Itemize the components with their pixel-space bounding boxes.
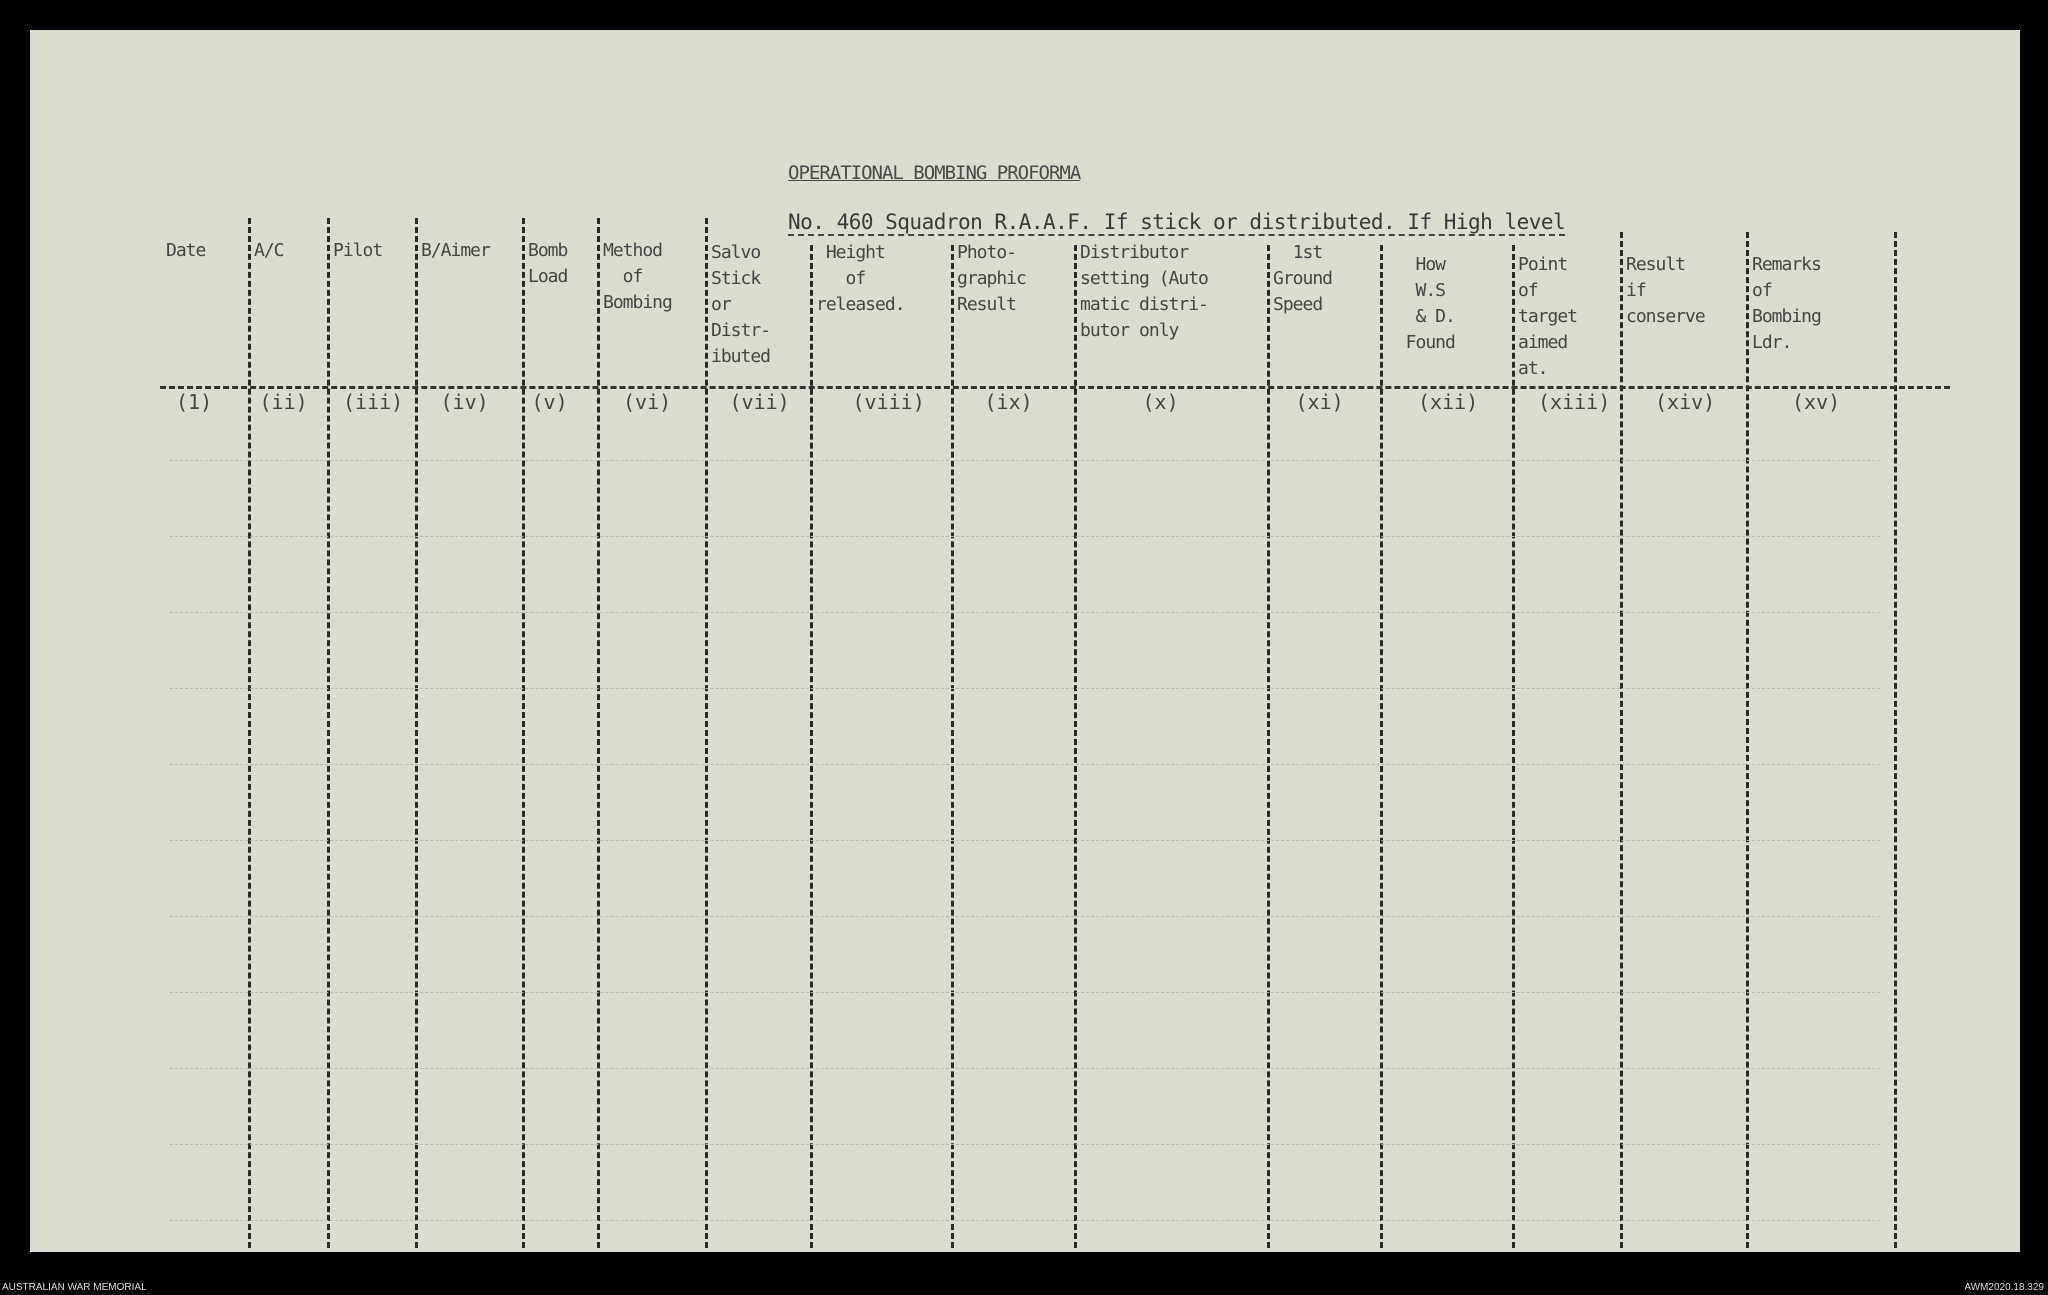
row-guide [170, 992, 1880, 993]
column-numeral: (iii) [343, 390, 404, 414]
column-divider [1380, 245, 1383, 1248]
column-header: Pilot [333, 240, 383, 261]
row-guide [170, 536, 1880, 537]
row-guide [170, 460, 1880, 461]
column-numeral: (xii) [1418, 390, 1479, 414]
header-rule [160, 386, 1950, 389]
column-header: Bomb Load [528, 240, 568, 287]
column-numeral: (xiv) [1655, 390, 1716, 414]
document-subtitle: No. 460 Squadron R.A.A.F. If stick or di… [788, 210, 1566, 236]
footer-accession: AWM2020.18.329 [1964, 1282, 2044, 1293]
column-numeral: (1) [176, 390, 213, 414]
column-header: Salvo Stick or Distr- ibuted [711, 242, 771, 367]
column-divider [705, 218, 708, 1248]
column-divider [810, 245, 813, 1248]
column-divider [415, 218, 418, 1248]
column-numeral: (ii) [259, 390, 308, 414]
column-divider [1267, 245, 1270, 1248]
column-numeral: (xi) [1295, 390, 1344, 414]
column-divider [1620, 232, 1623, 1248]
column-header: Remarks of Bombing Ldr. [1752, 254, 1822, 353]
row-guide [170, 688, 1880, 689]
column-numeral: (vii) [729, 390, 790, 414]
footer-credit: AUSTRALIAN WAR MEMORIAL [2, 1282, 147, 1293]
row-guide [170, 1220, 1880, 1221]
column-divider [951, 245, 954, 1248]
row-guide [170, 916, 1880, 917]
row-guide [170, 764, 1880, 765]
column-divider [522, 218, 525, 1248]
row-guide [170, 1144, 1880, 1145]
column-header: B/Aimer [421, 240, 491, 261]
column-header: A/C [254, 240, 284, 261]
column-numeral: (xiii) [1538, 390, 1611, 414]
column-divider [1512, 245, 1515, 1248]
column-header: Method of Bombing [603, 240, 673, 313]
column-divider [1074, 245, 1077, 1248]
column-numeral: (v) [531, 390, 568, 414]
document-page [30, 30, 2020, 1252]
document-title: OPERATIONAL BOMBING PROFORMA [788, 162, 1081, 184]
column-numeral: (viii) [852, 390, 925, 414]
column-numeral: (x) [1142, 390, 1179, 414]
column-divider [1746, 232, 1749, 1248]
column-numeral: (xv) [1792, 390, 1841, 414]
row-guide [170, 840, 1880, 841]
column-divider [248, 218, 251, 1248]
column-header: Point of target aimed at. [1518, 254, 1578, 379]
column-divider [597, 218, 600, 1248]
column-divider [1894, 232, 1897, 1248]
column-header: Date [166, 240, 206, 261]
column-numeral: (vi) [623, 390, 672, 414]
row-guide [170, 612, 1880, 613]
column-header: Distributor setting (Auto matic distri- … [1080, 242, 1209, 341]
column-header: How W.S & D. Found [1405, 254, 1456, 353]
column-numeral: (iv) [440, 390, 489, 414]
column-header: 1st Ground Speed [1273, 242, 1333, 315]
column-header: Photo- graphic Result [957, 242, 1027, 315]
column-header: Result if conserve [1626, 254, 1706, 327]
column-divider [327, 218, 330, 1248]
row-guide [170, 1068, 1880, 1069]
column-numeral: (ix) [984, 390, 1033, 414]
column-header: Height of released. [816, 242, 906, 315]
